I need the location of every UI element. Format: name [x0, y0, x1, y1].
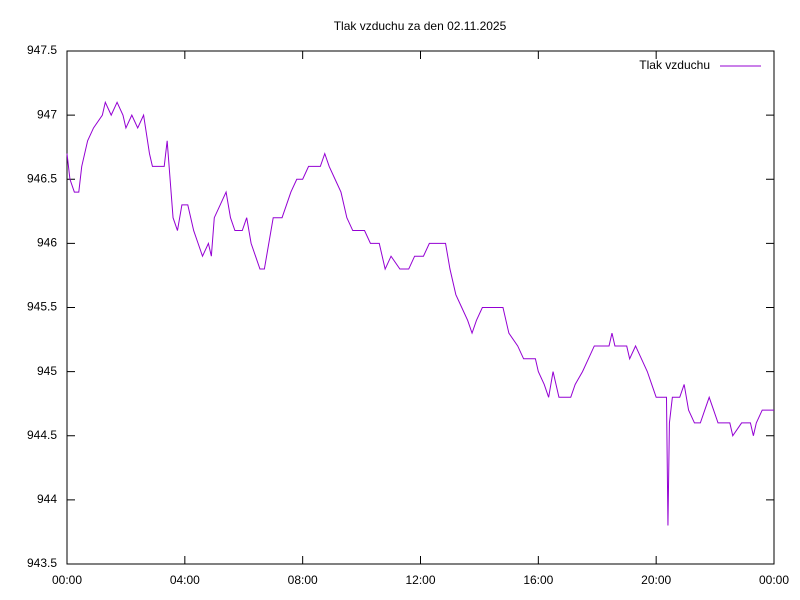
y-tick-label: 945: [37, 364, 57, 378]
chart-title: Tlak vzduchu za den 02.11.2025: [334, 19, 507, 33]
x-tick-label: 16:00: [523, 573, 553, 587]
x-tick-label: 00:00: [759, 573, 789, 587]
x-tick-label: 08:00: [288, 573, 318, 587]
x-tick-label: 20:00: [641, 573, 671, 587]
data-line: [66, 100, 774, 526]
x-tick-label: 12:00: [405, 573, 435, 587]
legend-label: Tlak vzduchu: [639, 58, 710, 72]
y-tick-label: 944: [37, 492, 57, 506]
y-tick-label: 946.5: [27, 171, 57, 185]
x-tick-label: 04:00: [170, 573, 200, 587]
y-tick-label: 946: [37, 236, 57, 250]
y-tick-label: 947.5: [27, 43, 57, 57]
y-tick-label: 943.5: [27, 556, 57, 570]
y-tick-label: 945.5: [27, 300, 57, 314]
y-tick-label: 944.5: [27, 428, 57, 442]
x-tick-label: 00:00: [52, 573, 82, 587]
y-tick-label: 947: [37, 107, 57, 121]
